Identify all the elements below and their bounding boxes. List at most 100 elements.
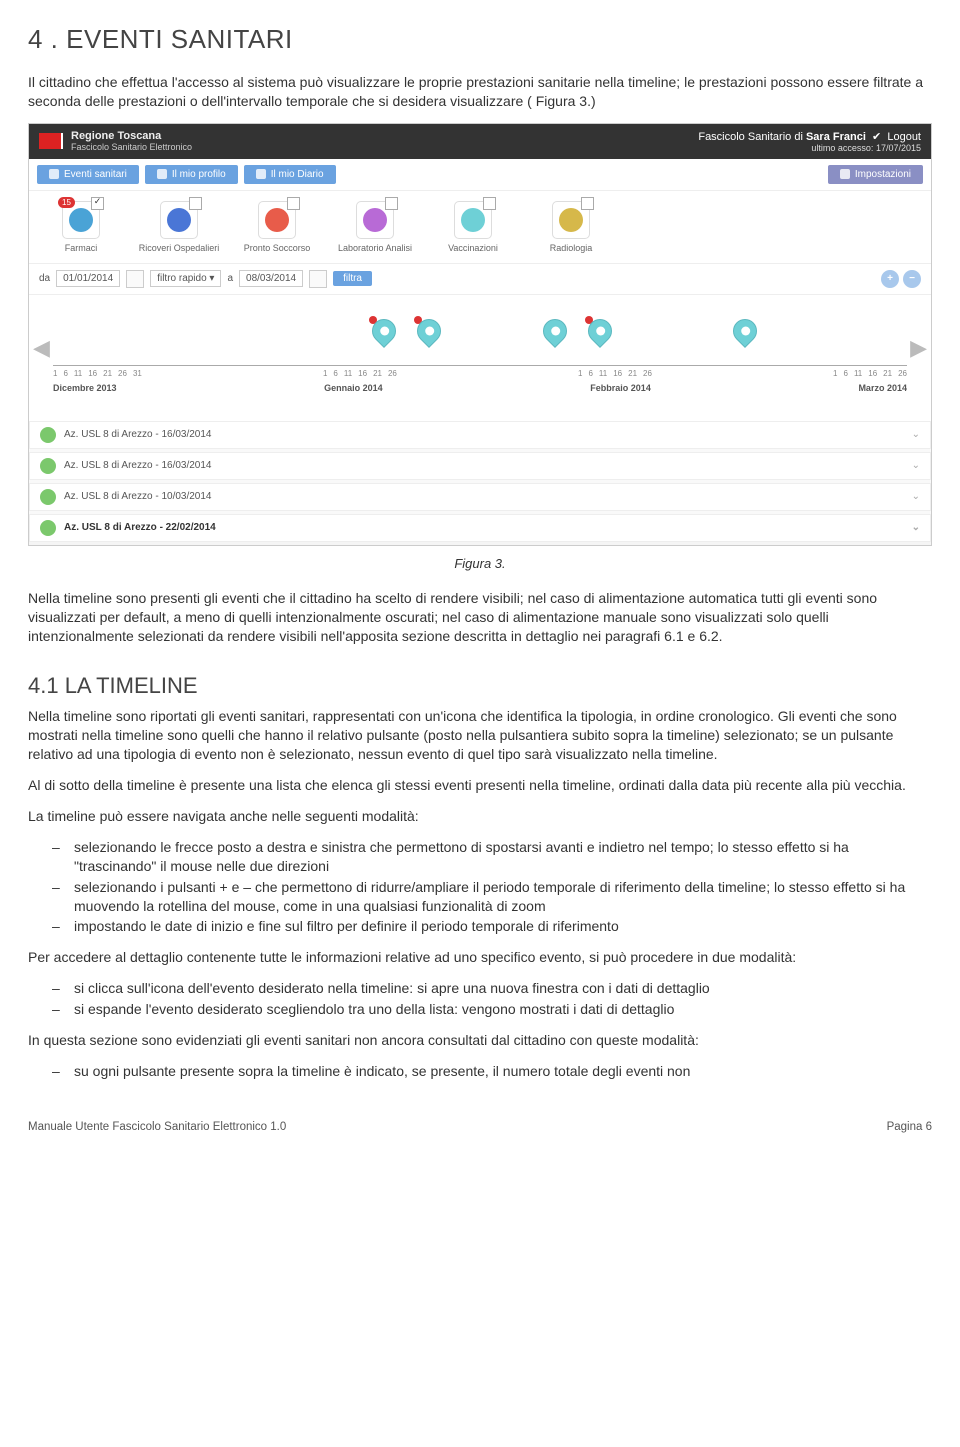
- paragraph-3b: Al di sotto della timeline è presente un…: [28, 776, 932, 795]
- highlight-intro: In questa sezione sono evidenziati gli e…: [28, 1031, 932, 1050]
- quick-filter-select[interactable]: filtro rapido ▾: [150, 270, 221, 287]
- tick-label: 26: [898, 369, 907, 378]
- filter-checkbox[interactable]: [385, 197, 398, 210]
- filter-checkbox[interactable]: [189, 197, 202, 210]
- filter-button[interactable]: filtra: [333, 271, 372, 286]
- list-item: si espande l'evento desiderato scegliend…: [74, 1000, 932, 1019]
- tab-label: Eventi sanitari: [64, 169, 127, 180]
- figure-caption: Figura 3.: [28, 556, 932, 571]
- footer-right: Pagina 6: [887, 1121, 932, 1133]
- event-row[interactable]: Az. USL 8 di Arezzo - 16/03/2014 ⌄: [29, 452, 931, 480]
- timeline-marker[interactable]: [417, 319, 441, 349]
- chevron-down-icon: ⌄: [912, 491, 920, 502]
- tick-label: 11: [854, 369, 862, 378]
- filter-label: Pronto Soccorso: [233, 243, 321, 253]
- filter-icon: [167, 208, 191, 232]
- filter-farmaci[interactable]: 15 Farmaci: [37, 201, 125, 253]
- filter-checkbox[interactable]: [483, 197, 496, 210]
- filter-icon: [265, 208, 289, 232]
- filter-laboratorio-analisi[interactable]: Laboratorio Analisi: [331, 201, 419, 253]
- logout-link[interactable]: Logout: [887, 131, 921, 143]
- section-title: 4 . EVENTI SANITARI: [28, 24, 932, 55]
- event-text: Az. USL 8 di Arezzo - 10/03/2014: [64, 491, 212, 502]
- marker-pin-icon: [728, 314, 762, 348]
- filter-radiologia[interactable]: Radiologia: [527, 201, 615, 253]
- zoom-out-button[interactable]: −: [903, 270, 921, 288]
- list-item: impostando le date di inizio e fine sul …: [74, 917, 932, 936]
- tick-label: 11: [74, 369, 82, 378]
- date-from-input[interactable]: 01/01/2014: [56, 270, 120, 287]
- filter-checkbox[interactable]: [287, 197, 300, 210]
- nav-list: selezionando le frecce posto a destra e …: [28, 838, 932, 936]
- tick-label: 1: [323, 369, 327, 378]
- calendar-icon[interactable]: [309, 270, 327, 288]
- event-row[interactable]: Az. USL 8 di Arezzo - 22/02/2014 ⌄: [29, 514, 931, 542]
- main-tabs: Eventi sanitari Il mio profilo Il mio Di…: [29, 159, 931, 191]
- event-type-icon: [40, 520, 56, 536]
- paragraph-3: Nella timeline sono riportati gli eventi…: [28, 707, 932, 764]
- calendar-icon[interactable]: [126, 270, 144, 288]
- filter-ricoveri-ospedalieri[interactable]: Ricoveri Ospedalieri: [135, 201, 223, 253]
- fse-label: Fascicolo Sanitario di: [698, 131, 803, 143]
- timeline-arrow-right[interactable]: ▶: [910, 335, 927, 361]
- date-filter-row: da 01/01/2014 filtro rapido ▾ a 08/03/20…: [29, 264, 931, 295]
- list-item: selezionando i pulsanti + e – che permet…: [74, 878, 932, 916]
- tab-label: Il mio Diario: [271, 169, 324, 180]
- tick-label: 6: [333, 369, 337, 378]
- event-row[interactable]: Az. USL 8 di Arezzo - 16/03/2014 ⌄: [29, 421, 931, 449]
- timeline-months: Dicembre 2013Gennaio 2014Febbraio 2014Ma…: [53, 383, 907, 393]
- tab-eventi-sanitari[interactable]: Eventi sanitari: [37, 165, 139, 184]
- highlight-list: su ogni pulsante presente sopra la timel…: [28, 1062, 932, 1081]
- region-flag-icon: [39, 133, 63, 149]
- tick-label: 1: [833, 369, 837, 378]
- nav-intro: La timeline può essere navigata anche ne…: [28, 807, 932, 826]
- zoom-in-button[interactable]: +: [881, 270, 899, 288]
- timeline-marker[interactable]: [543, 319, 567, 349]
- filter-checkbox[interactable]: [581, 197, 594, 210]
- month-label: Dicembre 2013: [53, 383, 117, 393]
- tick-label: 26: [643, 369, 652, 378]
- tick-label: 6: [588, 369, 592, 378]
- tab-profilo[interactable]: Il mio profilo: [145, 165, 238, 184]
- tick-label: 21: [628, 369, 637, 378]
- tick-label: 16: [358, 369, 367, 378]
- figure-3-screenshot: Regione Toscana Fascicolo Sanitario Elet…: [28, 123, 932, 546]
- event-row[interactable]: Az. USL 8 di Arezzo - 10/03/2014 ⌄: [29, 483, 931, 511]
- tick-label: 6: [844, 369, 848, 378]
- filter-icon: [559, 208, 583, 232]
- access-list: si clicca sull'icona dell'evento desider…: [28, 979, 932, 1019]
- event-list: Az. USL 8 di Arezzo - 16/03/2014 ⌄ Az. U…: [29, 421, 931, 542]
- last-access-label: ultimo accesso:: [811, 143, 873, 153]
- filter-label: Vaccinazioni: [429, 243, 517, 253]
- page-footer: Manuale Utente Fascicolo Sanitario Elett…: [28, 1121, 932, 1133]
- timeline-marker[interactable]: [372, 319, 396, 349]
- filter-pronto-soccorso[interactable]: Pronto Soccorso: [233, 201, 321, 253]
- timeline-axis: [53, 365, 907, 366]
- filter-vaccinazioni[interactable]: Vaccinazioni: [429, 201, 517, 253]
- tick-label: 16: [868, 369, 877, 378]
- filter-icon: [69, 208, 93, 232]
- date-to-input[interactable]: 08/03/2014: [239, 270, 303, 287]
- list-item: si clicca sull'icona dell'evento desider…: [74, 979, 932, 998]
- tick-label: 11: [599, 369, 607, 378]
- diary-icon: [256, 169, 266, 179]
- filter-checkbox[interactable]: [91, 197, 104, 210]
- timeline-marker[interactable]: [733, 319, 757, 349]
- month-label: Gennaio 2014: [324, 383, 383, 393]
- timeline-marker[interactable]: [588, 319, 612, 349]
- footer-left: Manuale Utente Fascicolo Sanitario Elett…: [28, 1121, 286, 1133]
- filter-buttons-row: 15 Farmaci Ricoveri Ospedalieri Pronto S…: [29, 191, 931, 264]
- filter-label: Laboratorio Analisi: [331, 243, 419, 253]
- timeline-arrow-left[interactable]: ◀: [33, 335, 50, 361]
- tick-label: 1: [53, 369, 57, 378]
- tick-label: 21: [373, 369, 382, 378]
- tab-label: Il mio profilo: [172, 169, 226, 180]
- tab-diario[interactable]: Il mio Diario: [244, 165, 336, 184]
- filter-icon: [363, 208, 387, 232]
- tab-impostazioni[interactable]: Impostazioni: [828, 165, 923, 184]
- filter-label: Ricoveri Ospedalieri: [135, 243, 223, 253]
- tick-label: 21: [883, 369, 892, 378]
- chevron-down-icon: ⌄: [912, 460, 920, 471]
- app-topbar: Regione Toscana Fascicolo Sanitario Elet…: [29, 124, 931, 159]
- event-text: Az. USL 8 di Arezzo - 22/02/2014: [64, 522, 216, 533]
